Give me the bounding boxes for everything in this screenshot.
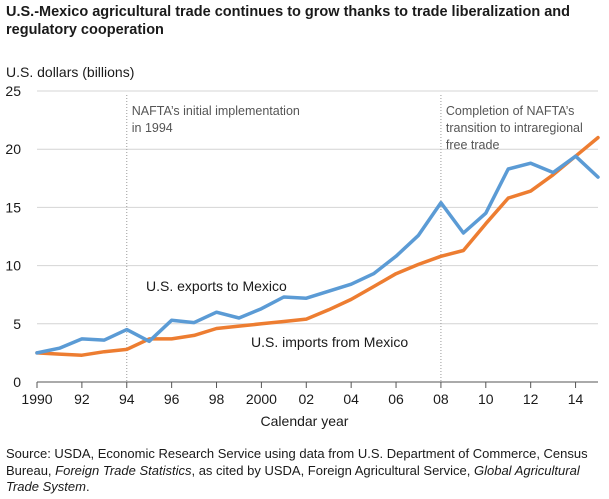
source-suffix: .	[85, 479, 90, 494]
series-line-imports	[35, 135, 600, 357]
x-tick-label-12: 12	[523, 391, 539, 407]
chart-title-line-1: U.S.-Mexico agricultural trade continues…	[6, 4, 570, 20]
x-axis-label: Calendar year	[260, 413, 349, 429]
x-tick-label-2000: 2000	[246, 391, 277, 407]
x-tick-label-94: 94	[119, 391, 135, 407]
x-tick-label-02: 02	[298, 391, 314, 407]
x-tick-label-98: 98	[209, 391, 225, 407]
x-tick-label-1990: 1990	[21, 391, 52, 407]
annotation-1-line-1: NAFTA’s initial implementation	[132, 104, 300, 118]
source-middle: , as cited by USDA, Foreign Agricultural…	[191, 462, 474, 478]
source-dataset-2: Global Agricultural Trade System	[6, 462, 580, 495]
x-tick-label-10: 10	[478, 391, 494, 407]
x-tick-label-04: 04	[343, 391, 359, 407]
chart-title-line-2: regulatory cooperation	[6, 22, 164, 38]
x-tick-label-06: 06	[388, 391, 404, 407]
y-tick-label-25: 25	[5, 83, 21, 99]
series-label-exports: U.S. exports to Mexico	[146, 278, 287, 294]
y-tick-label-0: 0	[13, 374, 21, 390]
annotation-1-line-2: in 1994	[132, 121, 173, 135]
y-tick-label-10: 10	[5, 258, 21, 274]
x-tick-label-96: 96	[164, 391, 180, 407]
y-tick-label-5: 5	[13, 316, 21, 332]
line-chart: 0 5 10 15 20 25 1990 92 94 96 98 2000 02 04 06 08 10 12 14…	[5, 83, 600, 407]
source-note: Source: USDA, Economic Research Service …	[6, 446, 606, 496]
source-dataset-1: Foreign Trade Statistics	[55, 462, 192, 478]
annotation-2-line-1: Completion of NAFTA’s	[446, 104, 575, 118]
x-tick-label-14: 14	[568, 391, 584, 407]
x-tick-label-92: 92	[74, 391, 90, 407]
series-label-imports: U.S. imports from Mexico	[251, 334, 408, 350]
annotation-2-line-2: transition to intraregional	[446, 121, 583, 135]
x-tick-label-08: 08	[433, 391, 449, 407]
y-tick-label-15: 15	[5, 199, 21, 215]
series-line-exports	[35, 154, 600, 355]
y-tick-label-20: 20	[5, 141, 21, 157]
chart-title: U.S.-Mexico agricultural trade continues…	[6, 3, 604, 39]
source-prefix: Source: USDA, Economic Research Service …	[6, 446, 588, 478]
annotation-2-line-3: free trade	[446, 138, 500, 152]
y-axis-label: U.S. dollars (billions)	[6, 64, 135, 80]
